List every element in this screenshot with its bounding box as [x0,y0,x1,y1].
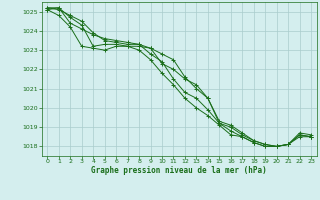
X-axis label: Graphe pression niveau de la mer (hPa): Graphe pression niveau de la mer (hPa) [91,166,267,175]
